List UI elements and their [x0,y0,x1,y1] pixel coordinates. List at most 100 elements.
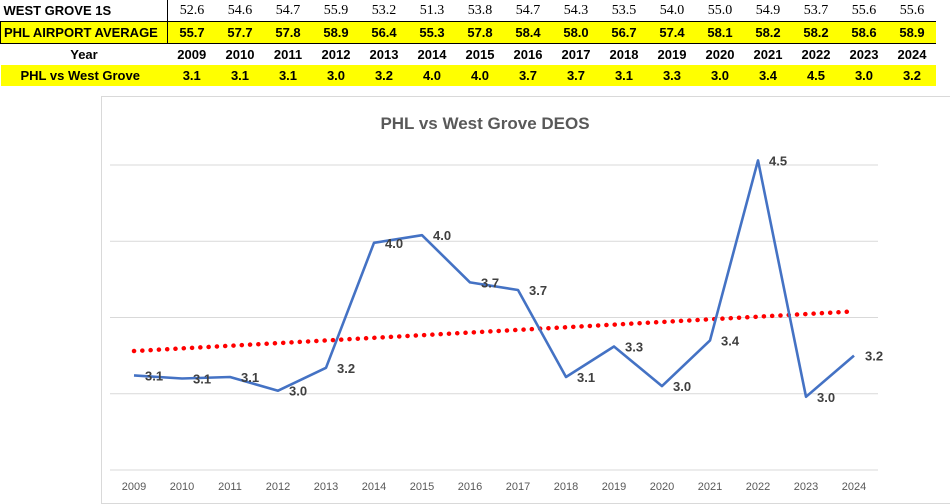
cell[interactable]: 58.9 [888,21,936,44]
gridlines [110,164,878,471]
cell[interactable]: 3.0 [840,65,888,86]
cell[interactable]: 2022 [801,47,831,62]
cell[interactable]: 55.6 [840,0,888,22]
cell[interactable]: 55.3 [408,21,456,44]
cell[interactable]: 2010 [225,47,255,62]
row-phl-airport-average: PHL AIRPORT AVERAGE 55.7 57.7 57.8 58.9 … [0,21,936,44]
x-tick-label: 2022 [746,481,770,493]
cell[interactable]: 53.8 [456,0,504,22]
cell[interactable]: 3.1 [264,65,312,86]
cell[interactable]: 57.4 [648,21,696,44]
chart-title: PHL vs West Grove DEOS [380,114,589,133]
data-label: 3.1 [145,368,163,383]
data-label: 3.1 [241,370,259,385]
cell[interactable]: 3.3 [648,65,696,86]
cell[interactable]: 2012 [321,47,351,62]
cell[interactable]: 2014 [417,47,447,62]
cell[interactable]: 56.7 [600,21,648,44]
data-label: 3.1 [577,370,595,385]
cell[interactable]: 58.2 [744,21,792,44]
series-line-layer [133,159,855,399]
cell[interactable]: 4.0 [408,65,456,86]
row-label-year[interactable]: Year [70,47,98,62]
line-chart: PHL vs West Grove DEOS 3.1 3.1 3.1 3.0 3.2 4.… [110,114,883,493]
cell[interactable]: 57.8 [456,21,504,44]
cell[interactable]: 58.0 [552,21,600,44]
cell[interactable]: 3.1 [600,65,648,86]
cell[interactable]: 53.2 [360,0,408,22]
cell[interactable]: 2017 [561,47,591,62]
cell[interactable]: 3.2 [888,65,936,86]
cell[interactable]: 54.3 [552,0,600,22]
cell[interactable]: 4.5 [792,65,840,86]
data-label: 4.0 [385,236,403,251]
cell[interactable]: 55.7 [167,21,216,44]
cell[interactable]: 3.0 [696,65,744,86]
data-label: 3.1 [193,372,211,387]
series-line [133,159,855,399]
cell[interactable]: 3.2 [360,65,408,86]
cell[interactable]: 53.7 [792,0,840,22]
x-tick-label: 2015 [410,481,434,493]
cell[interactable]: 54.7 [504,0,552,22]
cell[interactable]: 3.1 [216,65,264,86]
data-table: WEST GROVE 1S 52.6 54.6 54.7 55.9 53.2 5… [0,0,936,86]
cell[interactable]: 57.7 [216,21,264,44]
cell[interactable]: 54.7 [264,0,312,22]
x-tick-label: 2011 [218,481,242,493]
cell[interactable]: 58.6 [840,21,888,44]
axis-labels: 2.53.03.54.04.52009201020112012201320142… [122,481,866,493]
cell[interactable]: 2016 [513,47,543,62]
cell[interactable]: 56.4 [360,21,408,44]
data-label: 4.5 [769,153,787,168]
cell[interactable]: 2009 [177,47,207,62]
cell[interactable]: 54.9 [744,0,792,22]
cell[interactable]: 2018 [609,47,639,62]
cell[interactable]: 58.2 [792,21,840,44]
row-west-grove: WEST GROVE 1S 52.6 54.6 54.7 55.9 53.2 5… [0,0,936,22]
cell[interactable]: 58.4 [504,21,552,44]
cell[interactable]: 2015 [465,47,495,62]
cell[interactable]: 55.9 [312,0,360,22]
cell[interactable]: 54.6 [216,0,264,22]
row-label-phl[interactable]: PHL AIRPORT AVERAGE [0,21,168,44]
cell[interactable]: 2013 [369,47,399,62]
cell[interactable]: 2023 [849,47,879,62]
chart-container[interactable]: PHL vs West Grove DEOS 3.1 3.1 3.1 3.0 3.2 4.… [101,96,950,504]
row-label-difference[interactable]: PHL vs West Grove [0,65,168,86]
row-label-west-grove[interactable]: WEST GROVE 1S [0,0,168,22]
data-label: 3.0 [673,379,691,394]
cell[interactable]: 2024 [897,47,927,62]
x-tick-label: 2016 [458,481,482,493]
cell[interactable]: 4.0 [456,65,504,86]
cell[interactable]: 2019 [657,47,687,62]
data-labels: 3.1 3.1 3.1 3.0 3.2 4.0 4.0 3.7 3.7 3.1 3.3 3.0 3.4 4… [145,153,883,404]
x-tick-label: 2009 [122,481,146,493]
cell[interactable]: 55.6 [888,0,936,22]
cell[interactable]: 3.7 [552,65,600,86]
cell[interactable]: 55.0 [696,0,744,22]
x-tick-label: 2017 [506,481,530,493]
cell[interactable]: 58.1 [696,21,744,44]
data-label: 3.4 [721,333,740,348]
x-tick-label: 2018 [554,481,578,493]
cell[interactable]: 52.6 [167,0,216,22]
cell[interactable]: 54.0 [648,0,696,22]
cell[interactable]: 2021 [753,47,783,62]
data-label: 3.7 [481,275,499,290]
cell[interactable]: 3.7 [504,65,552,86]
cell[interactable]: 3.0 [312,65,360,86]
cell[interactable]: 2020 [705,47,735,62]
cell[interactable]: 51.3 [408,0,456,22]
cell[interactable]: 2011 [273,47,303,62]
cell[interactable]: 53.5 [600,0,648,22]
cell[interactable]: 58.9 [312,21,360,44]
cell[interactable]: 3.4 [744,65,792,86]
row-phl-vs-west-grove: PHL vs West Grove 3.1 3.1 3.1 3.0 3.2 4.… [0,65,936,86]
data-label: 3.0 [289,384,307,399]
cell[interactable]: 3.1 [167,65,216,86]
cell[interactable]: 57.8 [264,21,312,44]
x-tick-label: 2012 [266,481,290,493]
x-tick-label: 2023 [794,481,818,493]
data-label: 3.2 [337,361,355,376]
